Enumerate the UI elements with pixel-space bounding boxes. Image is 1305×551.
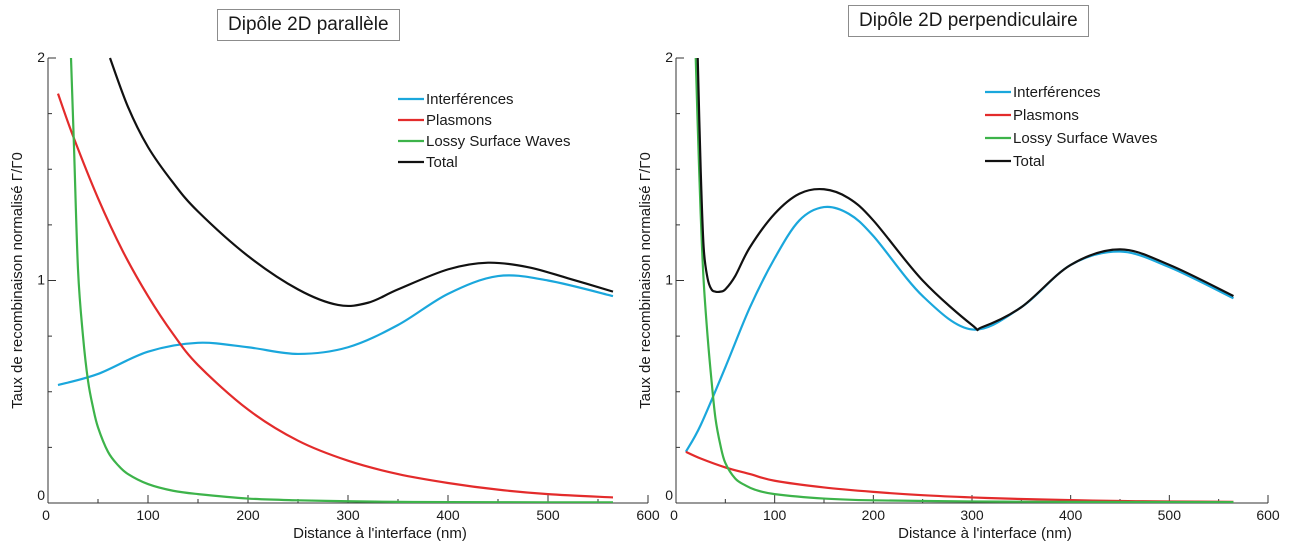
left-legend-label-plasmons: Plasmons xyxy=(426,112,492,129)
left-series-total xyxy=(108,57,614,308)
right-series-lossy-surface-waves xyxy=(694,57,1234,503)
right-x-tick-label: 400 xyxy=(1059,507,1083,523)
right-legend-label-lossy-surface-waves: Lossy Surface Waves xyxy=(1013,130,1158,147)
left-y-tick-label: 2 xyxy=(37,49,45,65)
left-x-tick-label: 600 xyxy=(636,507,660,523)
left-x-tick-label: 500 xyxy=(536,507,560,523)
left-series-lossy-surface-waves xyxy=(69,57,614,503)
right-legend-label-interf-rences: Interférences xyxy=(1013,84,1101,101)
right-x-tick-label: 300 xyxy=(960,507,984,523)
right-y-tick-label: 1 xyxy=(665,272,673,288)
right-legend-label-total: Total xyxy=(1013,153,1045,170)
right-x-tick-label: 600 xyxy=(1256,507,1280,523)
right-series-plasmons xyxy=(685,450,1234,503)
left-x-tick-label: 200 xyxy=(236,507,260,523)
right-y-tick-label: 0 xyxy=(665,487,673,503)
left-x-axis-label: Distance à l'interface (nm) xyxy=(293,525,467,542)
left-x-tick-label: 300 xyxy=(336,507,360,523)
right-y-tick-label: 2 xyxy=(665,49,673,65)
right-x-tick-label: 0 xyxy=(670,507,678,523)
left-x-tick-label: 400 xyxy=(436,507,460,523)
right-y-axis-label: Taux de recombinaison normalisé Γ/Γ0 xyxy=(637,152,654,409)
left-series-interf-rences xyxy=(57,274,614,387)
left-chart-title: Dipôle 2D parallèle xyxy=(217,9,400,41)
left-series-plasmons xyxy=(56,93,614,499)
left-y-axis-label: Taux de recombinaison normalisé Γ/Γ0 xyxy=(9,152,26,409)
right-series-interf-rences xyxy=(684,205,1234,453)
right-x-tick-label: 500 xyxy=(1158,507,1182,523)
right-x-tick-label: 100 xyxy=(763,507,787,523)
right-chart-title: Dipôle 2D perpendiculaire xyxy=(848,5,1089,37)
right-series-total xyxy=(696,57,1234,332)
left-y-tick-label: 1 xyxy=(37,272,45,288)
left-y-tick-label: 0 xyxy=(37,487,45,503)
left-x-tick-label: 100 xyxy=(136,507,160,523)
left-legend-label-interf-rences: Interférences xyxy=(426,91,514,108)
right-legend-label-plasmons: Plasmons xyxy=(1013,107,1079,124)
left-legend-label-total: Total xyxy=(426,154,458,171)
left-legend-label-lossy-surface-waves: Lossy Surface Waves xyxy=(426,133,571,150)
left-x-tick-label: 0 xyxy=(42,507,50,523)
right-x-tick-label: 200 xyxy=(862,507,886,523)
right-x-axis-label: Distance à l'interface (nm) xyxy=(898,525,1072,542)
